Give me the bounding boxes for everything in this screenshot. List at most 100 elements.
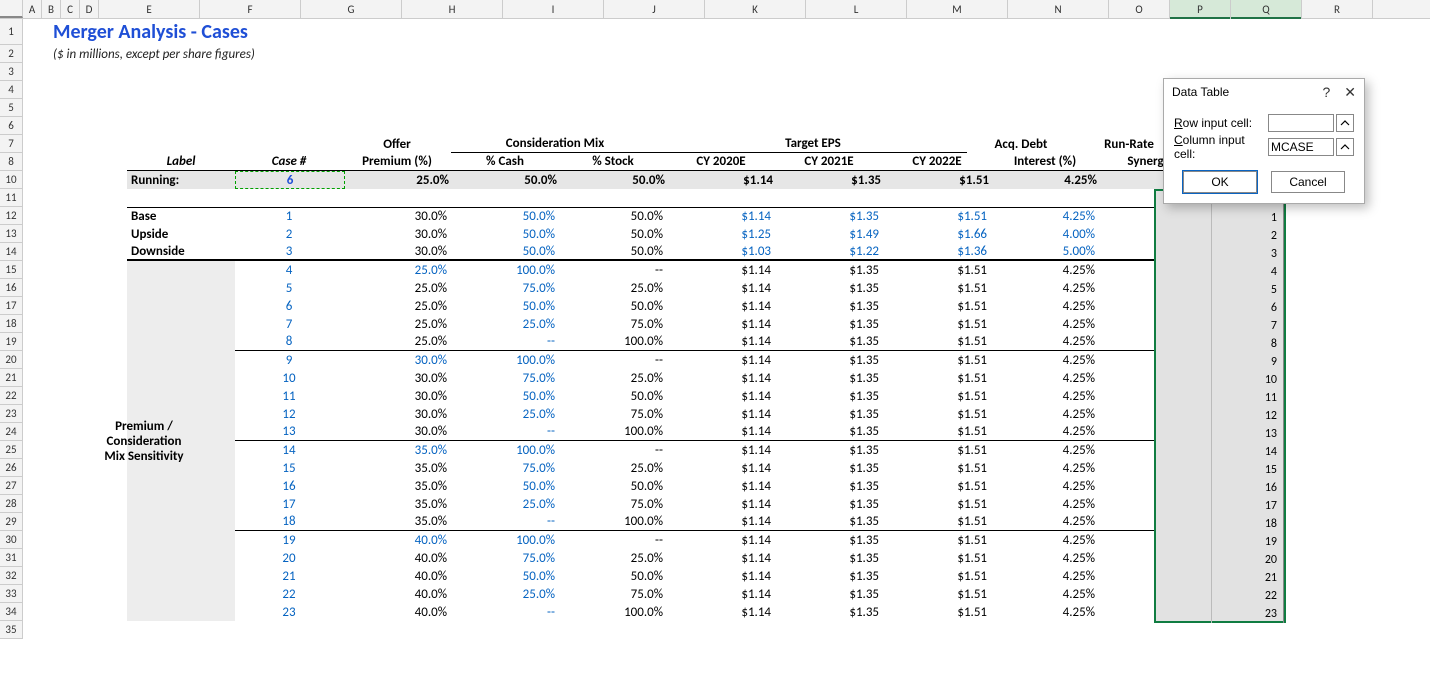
column-input-cell[interactable]: [1268, 138, 1334, 156]
spreadsheet[interactable]: ABCDEFGHIJKLMNOPQR 1Merger Analysis - Ca…: [0, 0, 1430, 695]
row-header-32[interactable]: 32: [0, 567, 23, 585]
col-header-E[interactable]: E: [99, 0, 200, 18]
row-header-4[interactable]: 4: [0, 81, 23, 99]
sel-val[interactable]: 13: [1212, 425, 1284, 443]
scenario-case[interactable]: 2: [235, 225, 343, 243]
sel-val[interactable]: 12: [1212, 407, 1284, 425]
sens-case[interactable]: 4: [235, 261, 343, 279]
row-header-19[interactable]: 19: [0, 333, 23, 351]
row-header-6[interactable]: 6: [0, 117, 23, 135]
dialog-titlebar[interactable]: Data Table ? ✕: [1164, 79, 1364, 105]
row-header-15[interactable]: 15: [0, 261, 23, 279]
row-header-8[interactable]: 8: [0, 153, 23, 171]
sens-case[interactable]: 5: [235, 279, 343, 297]
sel-val[interactable]: 16: [1212, 479, 1284, 497]
sel-val[interactable]: 5: [1212, 281, 1284, 299]
sel-val[interactable]: 9: [1212, 353, 1284, 371]
row-header-29[interactable]: 29: [0, 513, 23, 531]
sel-val[interactable]: 23: [1212, 605, 1284, 623]
col-header-R[interactable]: R: [1302, 0, 1373, 18]
col-header-G[interactable]: G: [301, 0, 402, 18]
selection-range[interactable]: 1234567891011121314151617181920212223: [1154, 189, 1286, 623]
row-input-cell[interactable]: [1268, 114, 1334, 132]
sens-case[interactable]: 19: [235, 531, 343, 549]
row-header-16[interactable]: 16: [0, 279, 23, 297]
sens-case[interactable]: 6: [235, 297, 343, 315]
col-header-Q[interactable]: Q: [1231, 0, 1302, 18]
row-header-34[interactable]: 34: [0, 603, 23, 621]
col-header-M[interactable]: M: [907, 0, 1008, 18]
col-header-L[interactable]: L: [806, 0, 907, 18]
row-header-27[interactable]: 27: [0, 477, 23, 495]
row-header-11[interactable]: 11: [0, 189, 23, 207]
row-header-7[interactable]: 7: [0, 135, 23, 153]
cancel-button[interactable]: Cancel: [1271, 171, 1345, 193]
row-header-20[interactable]: 20: [0, 351, 23, 369]
sens-case[interactable]: 15: [235, 459, 343, 477]
row-header-13[interactable]: 13: [0, 225, 23, 243]
col-header-I[interactable]: I: [503, 0, 604, 18]
sel-val[interactable]: 22: [1212, 587, 1284, 605]
sens-case[interactable]: 7: [235, 315, 343, 333]
sel-val[interactable]: 4: [1212, 263, 1284, 281]
sens-case[interactable]: 11: [235, 387, 343, 405]
sens-case[interactable]: 12: [235, 405, 343, 423]
col-header-A[interactable]: A: [23, 0, 42, 18]
row-header-22[interactable]: 22: [0, 387, 23, 405]
row-header-23[interactable]: 23: [0, 405, 23, 423]
row-header-3[interactable]: 3: [0, 63, 23, 81]
sel-val[interactable]: 11: [1212, 389, 1284, 407]
sel-val[interactable]: 3: [1212, 245, 1284, 263]
row-header-25[interactable]: 25: [0, 441, 23, 459]
row-header-2[interactable]: 2: [0, 45, 23, 63]
sel-val[interactable]: 2: [1212, 227, 1284, 245]
row-header-14[interactable]: 14: [0, 243, 23, 261]
collapse-icon[interactable]: [1336, 138, 1354, 156]
col-header-K[interactable]: K: [705, 0, 806, 18]
row-header-12[interactable]: 12: [0, 207, 23, 225]
sel-val[interactable]: 8: [1212, 335, 1284, 353]
sel-val[interactable]: 17: [1212, 497, 1284, 515]
sens-case[interactable]: 17: [235, 495, 343, 513]
col-header-B[interactable]: B: [42, 0, 61, 18]
close-icon[interactable]: ✕: [1344, 84, 1356, 101]
running-case[interactable]: 6: [235, 171, 345, 189]
sel-val[interactable]: 6: [1212, 299, 1284, 317]
sens-case[interactable]: 23: [235, 603, 343, 621]
sel-val[interactable]: 14: [1212, 443, 1284, 461]
row-header-21[interactable]: 21: [0, 369, 23, 387]
row-header-26[interactable]: 26: [0, 459, 23, 477]
sens-case[interactable]: 8: [235, 333, 343, 351]
data-table-dialog[interactable]: Data Table ? ✕ Row input cell: Column in…: [1163, 78, 1365, 204]
col-header-D[interactable]: D: [80, 0, 99, 18]
row-header-5[interactable]: 5: [0, 99, 23, 117]
row-header-28[interactable]: 28: [0, 495, 23, 513]
collapse-icon[interactable]: [1336, 114, 1354, 132]
scenario-case[interactable]: 3: [235, 243, 343, 261]
row-header-33[interactable]: 33: [0, 585, 23, 603]
col-header-C[interactable]: C: [61, 0, 80, 18]
col-header-H[interactable]: H: [402, 0, 503, 18]
sens-case[interactable]: 10: [235, 369, 343, 387]
row-header-24[interactable]: 24: [0, 423, 23, 441]
sel-val[interactable]: 21: [1212, 569, 1284, 587]
sel-val[interactable]: 7: [1212, 317, 1284, 335]
col-header-N[interactable]: N: [1008, 0, 1109, 18]
sens-case[interactable]: 9: [235, 351, 343, 369]
sel-val[interactable]: 15: [1212, 461, 1284, 479]
col-header-P[interactable]: P: [1170, 0, 1231, 18]
row-header-35[interactable]: 35: [0, 621, 23, 639]
sens-case[interactable]: 16: [235, 477, 343, 495]
row-header-17[interactable]: 17: [0, 297, 23, 315]
row-header-18[interactable]: 18: [0, 315, 23, 333]
col-header-O[interactable]: O: [1109, 0, 1170, 18]
row-header-10[interactable]: 10: [0, 171, 23, 189]
col-header-F[interactable]: F: [200, 0, 301, 18]
sens-case[interactable]: 14: [235, 441, 343, 459]
sens-case[interactable]: 18: [235, 513, 343, 531]
sel-val[interactable]: 18: [1212, 515, 1284, 533]
row-header-1[interactable]: 1: [0, 19, 23, 45]
scenario-case[interactable]: 1: [235, 207, 343, 225]
sel-val[interactable]: 1: [1212, 209, 1284, 227]
row-header-31[interactable]: 31: [0, 549, 23, 567]
